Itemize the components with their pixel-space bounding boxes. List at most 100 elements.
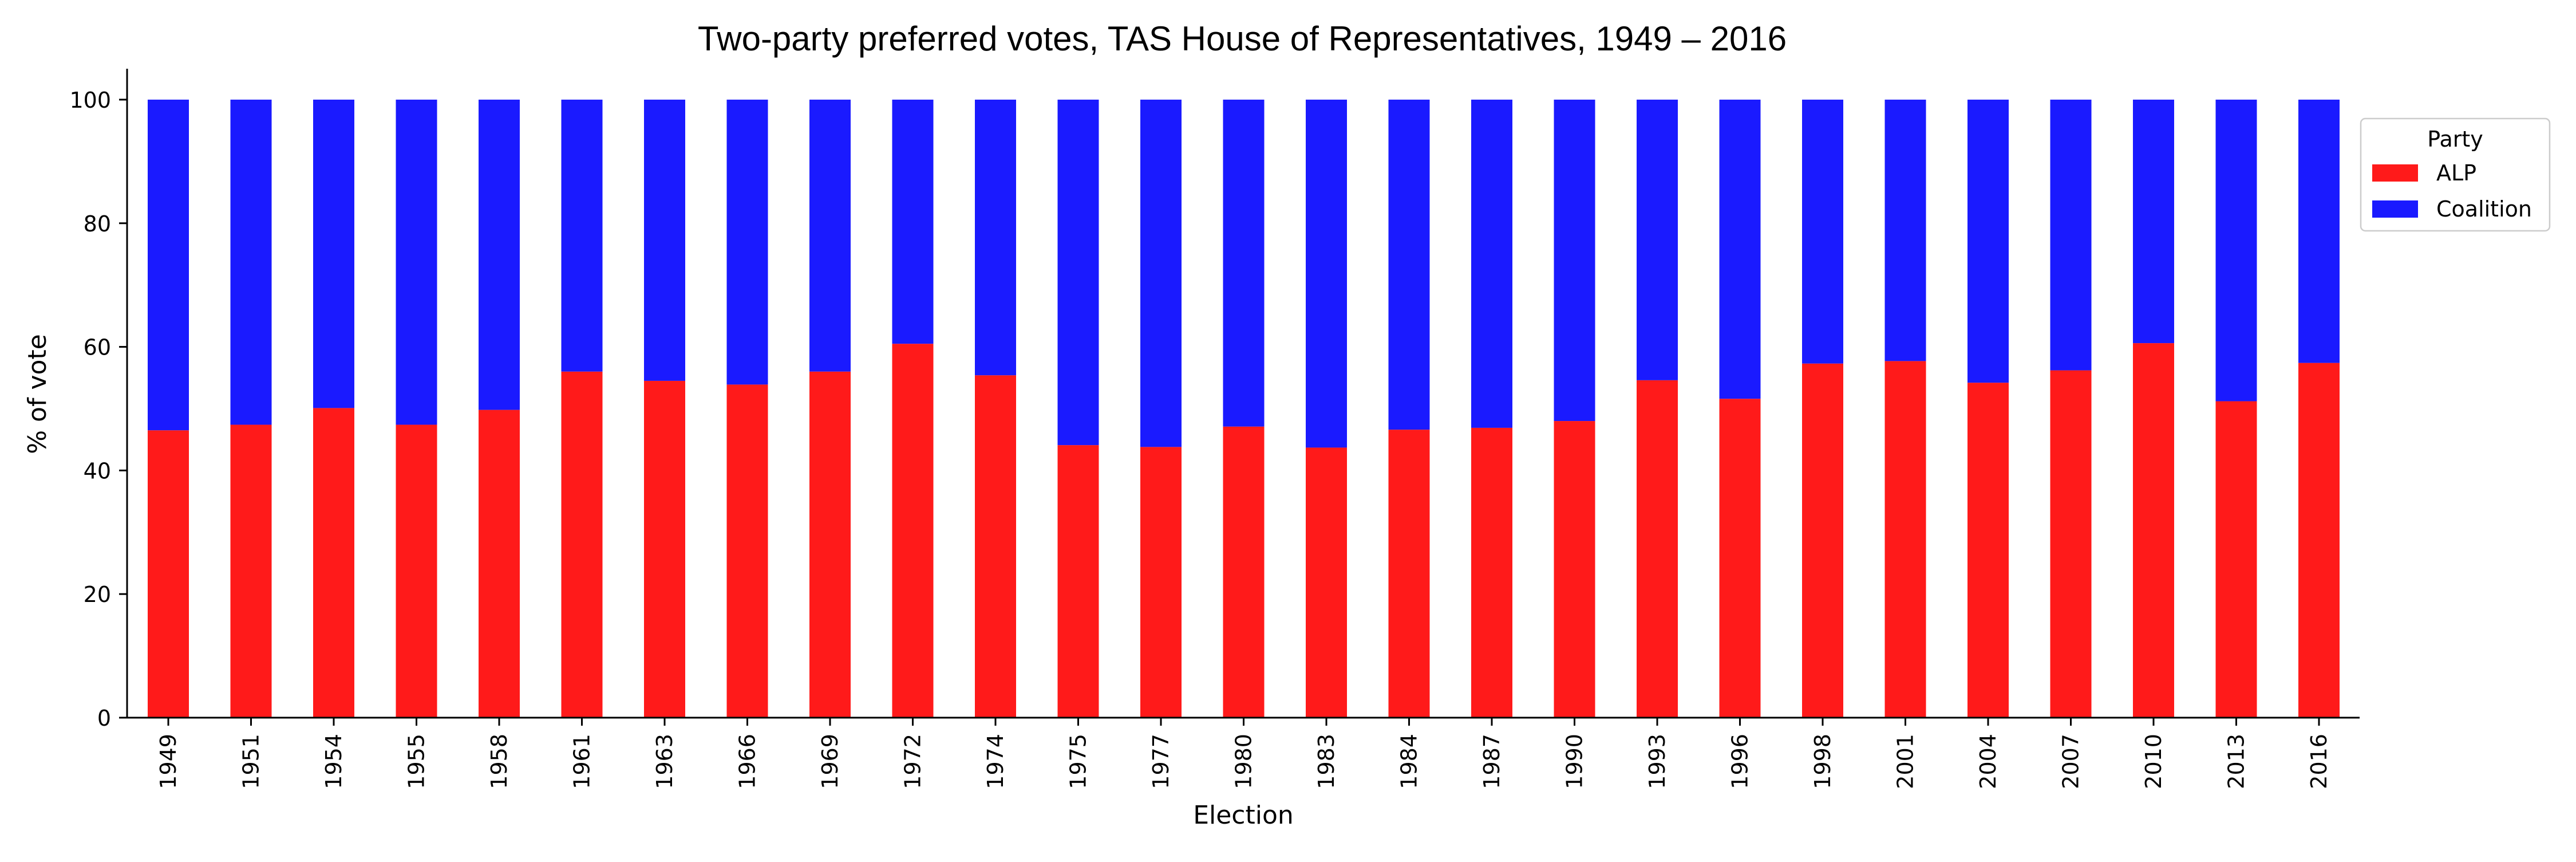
bar-coalition-1958 [479,99,520,410]
bar-alp-1998 [1802,363,1843,718]
bar-coalition-1984 [1388,99,1430,430]
bar-coalition-2013 [2215,99,2257,402]
bar-alp-1984 [1388,430,1430,718]
bar-coalition-1969 [809,99,851,372]
x-tick-label-2016: 2016 [2306,734,2332,789]
y-tick-label-100: 100 [69,88,111,113]
y-tick-label-40: 40 [84,458,111,483]
x-axis-label: Election [1193,801,1294,830]
bar-alp-2001 [1884,361,1926,718]
x-tick-label-1969: 1969 [817,734,843,789]
bar-alp-1972 [892,344,934,718]
x-tick-label-1951: 1951 [239,734,264,789]
bar-coalition-2001 [1884,99,1926,361]
y-tick-label-20: 20 [84,582,111,607]
bar-coalition-1955 [396,99,437,425]
y-tick-label-0: 0 [97,706,111,731]
bar-coalition-1975 [1057,99,1099,446]
bar-coalition-2007 [2050,99,2092,371]
x-tick-label-2001: 2001 [1893,734,1918,789]
bar-coalition-1954 [313,99,354,408]
legend-swatch-alp [2372,164,2418,182]
bar-coalition-1983 [1306,99,1347,448]
bar-alp-1993 [1637,380,1678,718]
legend-label-alp: ALP [2436,160,2476,186]
y-tick-label-80: 80 [84,211,111,237]
x-tick-label-1961: 1961 [570,734,595,789]
bar-alp-1951 [230,424,272,718]
bar-coalition-1974 [975,99,1016,376]
x-tick-label-1980: 1980 [1231,734,1257,789]
bar-coalition-2004 [1967,99,2009,383]
bar-coalition-1977 [1140,99,1182,447]
y-axis: 0 20 40 60 80 100 [69,88,127,731]
bar-alp-2004 [1967,383,2009,718]
y-tick-label-60: 60 [84,335,111,360]
bar-coalition-1996 [1719,99,1761,399]
bar-alp-1961 [561,371,603,718]
bar-alp-2010 [2133,343,2174,718]
bar-coalition-1993 [1637,99,1678,380]
bar-coalition-1987 [1471,99,1512,428]
bar-coalition-2010 [2133,99,2174,344]
x-tick-label-1963: 1963 [652,734,677,789]
bar-alp-2016 [2298,363,2340,718]
legend-items: ALP Coalition [2372,160,2532,222]
chart-title: Two-party preferred votes, TAS House of … [698,19,1787,58]
bar-coalition-1990 [1554,99,1595,422]
x-tick-label-1983: 1983 [1314,734,1339,789]
legend-label-coalition: Coalition [2436,196,2532,222]
bar-alp-1975 [1057,445,1099,718]
x-tick-label-2013: 2013 [2224,734,2249,789]
bar-alp-1949 [148,430,189,718]
bar-alp-1980 [1223,426,1265,718]
y-axis-label: % of vote [23,334,52,454]
x-tick-label-1993: 1993 [1645,734,1670,789]
bar-alp-2007 [2050,370,2092,718]
x-tick-label-2007: 2007 [2059,734,2084,789]
bar-alp-1954 [313,408,354,718]
legend-swatch-coalition [2372,200,2418,218]
x-tick-label-1977: 1977 [1148,734,1174,789]
bar-alp-1966 [726,384,768,718]
bar-alp-1963 [644,380,685,718]
bar-alp-1996 [1719,399,1761,718]
bar-alp-1990 [1554,421,1595,718]
x-tick-label-1974: 1974 [983,734,1008,789]
bar-alp-1974 [975,375,1016,718]
bar-coalition-1972 [892,99,934,344]
bars-layer [148,99,2340,718]
bar-alp-1977 [1140,447,1182,718]
x-tick-label-1987: 1987 [1479,734,1504,789]
bar-coalition-1980 [1223,99,1265,427]
x-tick-label-1955: 1955 [404,734,429,789]
bar-coalition-1961 [561,99,603,372]
x-tick-label-1958: 1958 [487,734,512,789]
x-tick-label-1990: 1990 [1562,734,1587,789]
bar-alp-1987 [1471,427,1512,718]
x-tick-label-1972: 1972 [900,734,926,789]
bar-alp-1983 [1306,447,1347,718]
x-tick-label-1998: 1998 [1810,734,1835,789]
bar-alp-1955 [396,424,437,718]
x-tick-label-2010: 2010 [2141,734,2166,789]
bar-coalition-1949 [148,99,189,431]
x-tick-label-2004: 2004 [1976,734,2001,789]
x-tick-label-1975: 1975 [1066,734,1091,789]
x-tick-label-1954: 1954 [321,734,346,789]
bar-coalition-1951 [230,99,272,425]
legend-title: Party [2427,127,2483,152]
x-tick-label-1996: 1996 [1728,734,1753,789]
bar-alp-1969 [809,371,851,718]
x-tick-label-1984: 1984 [1397,734,1422,789]
bar-coalition-1963 [644,99,685,381]
bar-coalition-1998 [1802,99,1843,364]
bar-alp-1958 [479,410,520,718]
x-tick-label-1949: 1949 [156,734,181,789]
bar-alp-2013 [2215,401,2257,718]
bar-coalition-1966 [726,99,768,385]
legend: Party ALP Coalition [2360,117,2551,232]
x-axis: 1949 1951 1954 1955 1958 1961 1963 1966 1969 1972… [156,718,2332,789]
